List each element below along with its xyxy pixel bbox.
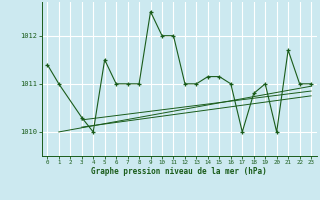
X-axis label: Graphe pression niveau de la mer (hPa): Graphe pression niveau de la mer (hPa): [91, 167, 267, 176]
